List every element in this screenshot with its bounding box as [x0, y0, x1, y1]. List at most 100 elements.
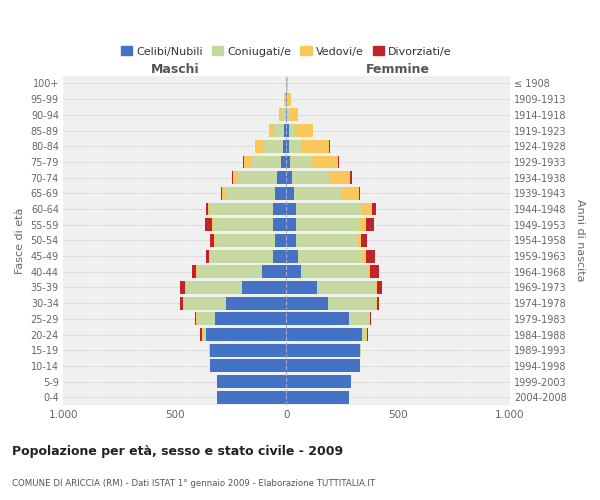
Bar — [295, 124, 313, 137]
Bar — [377, 281, 382, 294]
Bar — [221, 187, 226, 200]
Bar — [197, 312, 215, 326]
Bar — [286, 375, 351, 388]
Bar — [181, 296, 182, 310]
Bar — [226, 187, 275, 200]
Bar — [286, 234, 296, 247]
Bar — [296, 218, 359, 231]
Bar — [286, 312, 349, 326]
Bar — [269, 124, 274, 137]
Bar — [286, 156, 290, 168]
Bar — [373, 202, 376, 215]
Bar — [359, 187, 360, 200]
Bar — [286, 391, 349, 404]
Bar — [367, 328, 368, 341]
Legend: Celibi/Nubili, Coniugati/e, Vedovi/e, Divorziati/e: Celibi/Nubili, Coniugati/e, Vedovi/e, Di… — [116, 42, 457, 61]
Bar — [211, 344, 286, 356]
Bar — [376, 281, 377, 294]
Bar — [209, 344, 211, 356]
Bar — [286, 281, 317, 294]
Bar — [195, 312, 196, 326]
Bar — [286, 296, 328, 310]
Bar — [290, 156, 312, 168]
Bar — [202, 328, 203, 341]
Bar — [350, 171, 352, 184]
Bar — [211, 202, 273, 215]
Bar — [361, 234, 367, 247]
Bar — [286, 328, 362, 341]
Bar — [370, 312, 371, 326]
Bar — [286, 266, 301, 278]
Bar — [329, 140, 330, 152]
Bar — [215, 234, 275, 247]
Bar — [360, 344, 361, 356]
Bar — [206, 250, 209, 262]
Bar — [213, 218, 273, 231]
Bar — [286, 124, 289, 137]
Bar — [211, 360, 286, 372]
Bar — [208, 202, 211, 215]
Bar — [289, 140, 302, 152]
Bar — [286, 171, 292, 184]
Bar — [338, 156, 339, 168]
Bar — [283, 140, 286, 152]
Bar — [294, 187, 341, 200]
Bar — [359, 218, 366, 231]
Bar — [263, 140, 283, 152]
Bar — [366, 250, 374, 262]
Bar — [184, 296, 226, 310]
Y-axis label: Fasce di età: Fasce di età — [15, 207, 25, 274]
Bar — [285, 92, 286, 106]
Bar — [357, 234, 361, 247]
Bar — [286, 108, 287, 122]
Bar — [302, 140, 329, 152]
Bar — [279, 108, 282, 122]
Bar — [206, 328, 286, 341]
Bar — [349, 312, 369, 326]
Bar — [317, 281, 376, 294]
Bar — [211, 250, 273, 262]
Bar — [238, 171, 277, 184]
Bar — [206, 202, 208, 215]
Bar — [242, 281, 286, 294]
Bar — [181, 281, 185, 294]
Bar — [244, 156, 252, 168]
Bar — [377, 296, 379, 310]
Bar — [262, 266, 286, 278]
Bar — [215, 312, 286, 326]
Bar — [286, 187, 294, 200]
Bar — [284, 92, 285, 106]
Bar — [341, 187, 359, 200]
Bar — [277, 171, 286, 184]
Bar — [281, 156, 286, 168]
Bar — [289, 124, 295, 137]
Bar — [366, 328, 367, 341]
Bar — [296, 202, 361, 215]
Bar — [286, 360, 360, 372]
Bar — [217, 391, 286, 404]
Bar — [286, 218, 296, 231]
Bar — [252, 156, 281, 168]
Bar — [212, 218, 213, 231]
Bar — [329, 171, 350, 184]
Bar — [312, 156, 338, 168]
Bar — [232, 171, 233, 184]
Bar — [203, 328, 206, 341]
Bar — [196, 266, 197, 278]
Bar — [296, 234, 357, 247]
Bar — [196, 312, 197, 326]
Bar — [362, 250, 366, 262]
Bar — [273, 250, 286, 262]
Bar — [205, 218, 212, 231]
Y-axis label: Anni di nascita: Anni di nascita — [575, 199, 585, 281]
Bar — [243, 156, 244, 168]
Bar — [361, 202, 373, 215]
Bar — [217, 375, 286, 388]
Bar — [369, 312, 370, 326]
Bar — [282, 108, 286, 122]
Text: Maschi: Maschi — [151, 64, 199, 76]
Bar — [368, 266, 370, 278]
Bar — [211, 234, 214, 247]
Bar — [209, 250, 211, 262]
Bar — [286, 344, 360, 356]
